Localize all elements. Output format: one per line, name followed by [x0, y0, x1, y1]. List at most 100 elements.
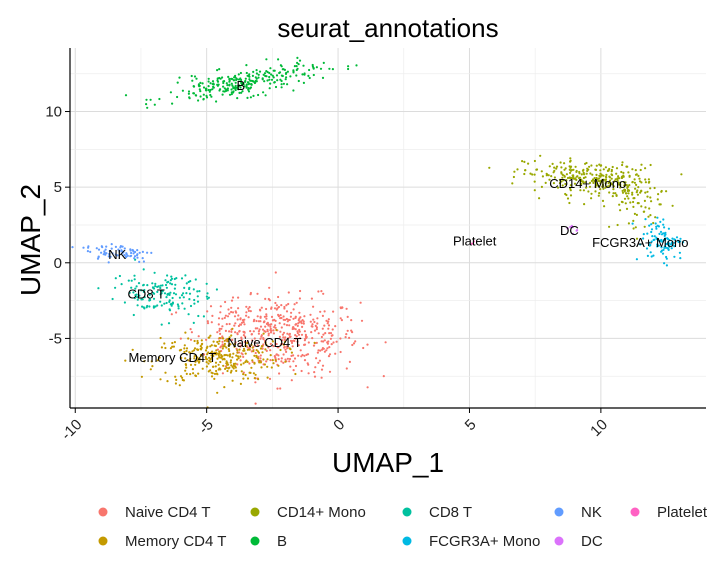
data-point [271, 359, 274, 362]
data-point [302, 81, 305, 84]
data-point [273, 326, 276, 329]
data-point [311, 323, 314, 326]
data-point [100, 245, 103, 248]
data-point [628, 184, 631, 187]
data-point [611, 195, 614, 198]
data-point [671, 237, 674, 240]
data-point [141, 250, 144, 253]
data-point [296, 324, 299, 327]
data-point [283, 323, 286, 326]
data-point [257, 355, 260, 358]
data-point [245, 314, 248, 317]
data-point [103, 251, 106, 254]
data-point [295, 68, 298, 72]
data-point [180, 294, 184, 297]
data-point [251, 359, 254, 362]
data-point [221, 340, 224, 343]
data-point [110, 247, 113, 250]
data-point [237, 307, 240, 310]
data-point [169, 279, 172, 282]
data-point [206, 310, 209, 313]
data-point [179, 337, 182, 340]
legend-item: Naive CD4 T [98, 504, 211, 521]
cluster-label: NK [108, 247, 126, 262]
data-point [193, 339, 196, 343]
data-point [312, 305, 315, 308]
data-point [593, 177, 596, 180]
data-point [223, 354, 226, 357]
data-point [216, 391, 219, 394]
data-point [246, 74, 249, 77]
data-point [308, 68, 311, 72]
data-point [339, 306, 342, 309]
data-point [228, 336, 231, 339]
data-point [136, 256, 139, 259]
data-point [281, 333, 284, 336]
data-point [295, 74, 298, 77]
data-point [111, 297, 114, 301]
data-point [205, 357, 208, 361]
y-axis-title: UMAP_2 [15, 184, 46, 296]
data-point [131, 248, 134, 252]
data-point [553, 166, 556, 169]
data-point [228, 78, 231, 81]
data-point [667, 227, 671, 230]
data-point [194, 360, 197, 363]
data-point [166, 380, 169, 383]
data-point [267, 324, 270, 327]
data-point [209, 334, 212, 337]
data-point [620, 175, 624, 178]
data-point [226, 354, 229, 357]
data-point [133, 274, 136, 277]
data-point [621, 189, 624, 192]
data-point [133, 255, 137, 258]
legend-label: B [277, 533, 287, 550]
data-point [185, 282, 188, 285]
data-point [233, 315, 237, 318]
data-point [232, 79, 236, 82]
data-point [146, 251, 149, 254]
data-point [521, 160, 524, 163]
data-point [255, 356, 258, 359]
data-point [326, 322, 329, 325]
data-point [153, 292, 156, 295]
data-point [184, 357, 187, 360]
data-point [194, 374, 197, 377]
data-point [169, 303, 172, 306]
data-point [191, 79, 194, 82]
data-point [662, 239, 665, 242]
data-point [626, 165, 629, 168]
data-point [296, 331, 299, 335]
data-point [258, 70, 262, 73]
data-point [291, 345, 294, 348]
data-point [319, 349, 322, 352]
data-point [303, 339, 306, 342]
data-point [615, 194, 618, 197]
data-point [172, 292, 176, 295]
data-point [202, 315, 205, 318]
data-point [306, 362, 309, 365]
data-point [234, 331, 237, 334]
data-point [189, 338, 193, 341]
data-point [622, 171, 625, 174]
data-point [215, 100, 218, 103]
data-point [237, 314, 240, 317]
cluster-labels: Naive CD4 T Memory CD4 T CD14+ Mono B CD8 T F… [108, 78, 688, 365]
x-axis-title: UMAP_1 [332, 447, 444, 478]
data-point [218, 337, 221, 340]
data-point [360, 319, 364, 322]
data-point [218, 352, 221, 355]
data-point [293, 357, 297, 360]
data-point [294, 315, 297, 318]
data-point [259, 347, 262, 350]
data-point [184, 274, 187, 277]
data-point [636, 202, 639, 205]
data-point [287, 291, 290, 294]
data-point [257, 351, 261, 354]
data-point [146, 284, 149, 287]
data-point [210, 95, 213, 98]
data-point [595, 164, 598, 167]
data-point [259, 309, 262, 312]
data-point [253, 377, 256, 380]
data-point [278, 71, 282, 74]
